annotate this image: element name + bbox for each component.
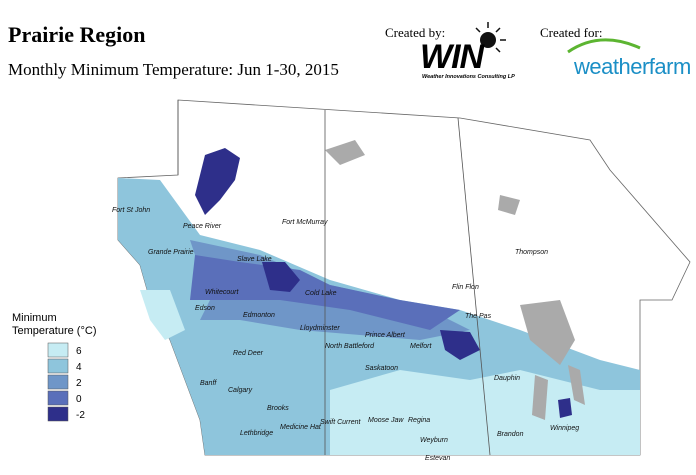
place-label: Red Deer [233,350,264,357]
legend-label: 6 [76,346,82,357]
win-logo: WIN [420,38,484,76]
lake [325,140,365,165]
legend-label: -2 [76,410,85,421]
place-label: The Pas [465,313,492,320]
place-label: North Battleford [325,343,375,350]
place-label: Cold Lake [305,290,337,297]
place-label: Edmonton [243,312,275,319]
place-label: Thompson [515,249,548,256]
place-label: Peace River [183,223,222,230]
legend-swatch [47,342,69,358]
temp-zone-cold [262,262,300,292]
legend-swatch [47,358,69,374]
temp-zone-warm [330,370,640,455]
place-label: Melfort [410,343,432,350]
place-label: Fort St John [112,207,150,214]
legend-label: 4 [76,362,82,373]
temp-zone-cold [195,148,240,215]
temp-zone-pale [140,290,185,340]
place-label: Winnipeg [550,425,579,432]
temp-zone-cold [558,398,572,418]
place-label: Weyburn [420,437,448,444]
lake [532,375,548,420]
place-label: Estevan [425,455,450,462]
legend-swatch [47,374,69,390]
place-label: Edson [195,305,215,312]
place-label: Dauphin [494,375,520,382]
place-label: Fort McMurray [282,219,328,226]
place-label: Flin Flon [452,284,479,291]
legend-title: Minimum Temperature (°C) [12,312,97,337]
subtitle: Monthly Minimum Temperature: Jun 1-30, 2… [8,60,339,79]
place-label: Lethbridge [240,430,273,437]
place-label: Brandon [497,431,524,438]
legend-swatch [47,390,69,406]
place-label: Calgary [228,387,253,394]
place-label: Lloydminster [300,325,340,332]
legend-label: 2 [76,378,82,389]
border-sk-mb [457,117,491,456]
place-label: Whitecourt [205,289,240,296]
place-label: Banff [200,380,217,387]
title: Prairie Region [8,22,146,47]
place-label: Medicine Hat [280,424,322,431]
place-label: Moose Jaw [368,417,404,424]
legend-swatch [47,406,69,422]
place-label: Prince Albert [365,332,406,339]
win-tagline: Weather Innovations Consulting LP [422,74,515,80]
lake [498,195,520,215]
legend-label: 0 [76,394,82,405]
place-label: Brooks [267,405,289,412]
created-by: Created by: [385,25,446,40]
lake [520,300,575,365]
place-label: Grande Prairie [148,249,194,256]
weatherfarm-logo: weatherfarm [574,54,691,79]
lake [568,365,585,405]
place-label: Slave Lake [237,256,272,263]
place-label: Saskatoon [365,365,398,372]
place-label: Swift Current [320,419,362,426]
temp-zone-cold [440,330,480,360]
created-for: Created for: [540,25,603,40]
place-label: Regina [408,417,430,424]
